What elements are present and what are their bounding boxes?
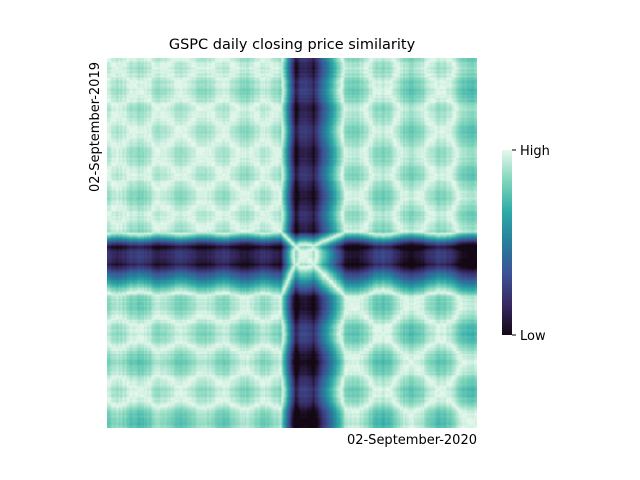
- heatmap-image: [107, 58, 477, 428]
- colorbar-label-low: Low: [520, 329, 546, 344]
- heatmap: [107, 58, 477, 428]
- chart-title: GSPC daily closing price similarity: [169, 37, 416, 53]
- colorbar-label-high: High: [520, 144, 550, 159]
- colorbar-bar: [502, 150, 512, 335]
- colorbar: High Low: [502, 144, 550, 344]
- x-axis-label: 02-September-2020: [347, 433, 477, 448]
- y-axis-label: 02-September-2019: [88, 62, 103, 192]
